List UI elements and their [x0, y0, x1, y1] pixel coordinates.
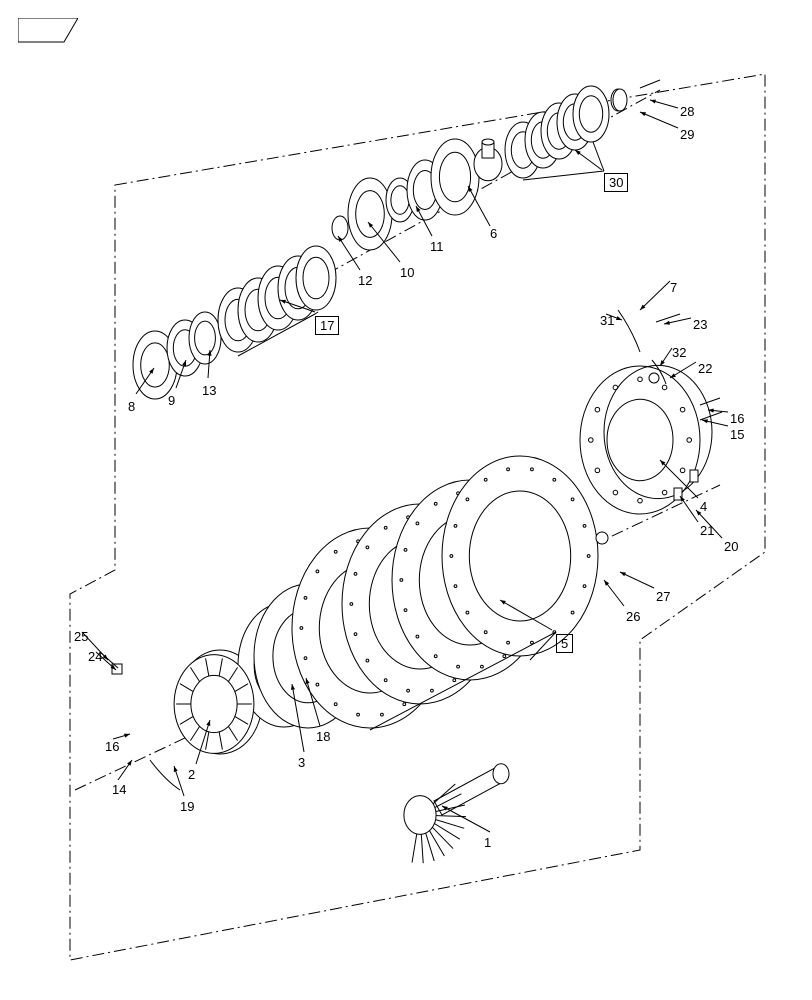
callout-30: 30 — [604, 173, 628, 192]
callout-16: 16 — [105, 740, 119, 753]
callout-6: 6 — [490, 227, 497, 240]
callout-24: 24 — [88, 650, 102, 663]
callout-16: 16 — [730, 412, 744, 425]
callout-12: 12 — [358, 274, 372, 287]
callout-21: 21 — [700, 524, 714, 537]
callout-18: 18 — [316, 730, 330, 743]
callout-29: 29 — [680, 128, 694, 141]
callout-7: 7 — [670, 281, 677, 294]
callout-23: 23 — [693, 318, 707, 331]
callout-3: 3 — [298, 756, 305, 769]
callout-15: 15 — [730, 428, 744, 441]
callout-26: 26 — [626, 610, 640, 623]
callout-28: 28 — [680, 105, 694, 118]
callout-9: 9 — [168, 394, 175, 407]
callout-19: 19 — [180, 800, 194, 813]
callout-4: 4 — [700, 500, 707, 513]
callout-14: 14 — [112, 783, 126, 796]
callout-27: 27 — [656, 590, 670, 603]
callout-22: 22 — [698, 362, 712, 375]
callout-25: 25 — [74, 630, 88, 643]
callout-20: 20 — [724, 540, 738, 553]
callout-17: 17 — [315, 316, 339, 335]
callout-5: 5 — [556, 634, 573, 653]
callout-32: 32 — [672, 346, 686, 359]
exploded-diagram — [0, 0, 812, 1000]
callout-11: 11 — [430, 240, 444, 253]
callout-31: 31 — [600, 314, 614, 327]
callout-1: 1 — [484, 836, 491, 849]
callout-13: 13 — [202, 384, 216, 397]
callout-10: 10 — [400, 266, 414, 279]
callout-2: 2 — [188, 768, 195, 781]
callout-8: 8 — [128, 400, 135, 413]
